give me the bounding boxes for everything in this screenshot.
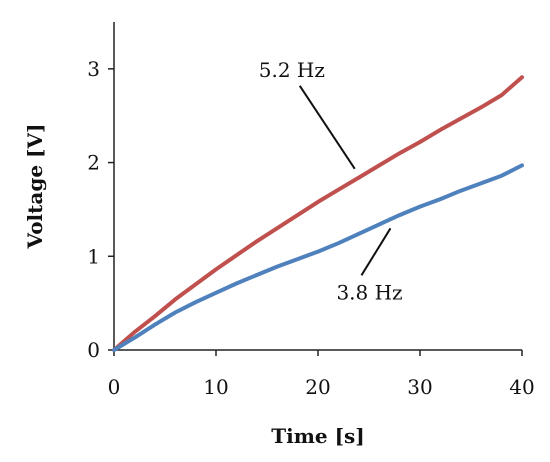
y-axis-title: Voltage [V] [23, 124, 47, 250]
x-tick-label: 30 [407, 375, 432, 399]
x-tick-label: 0 [108, 375, 121, 399]
annotation-leader-line-5-2hz [298, 85, 356, 170]
y-ticks: 0 1 2 3 [87, 57, 114, 362]
y-tick-label: 0 [87, 338, 100, 362]
annotation-layer: 5.2 Hz 3.8 Hz [259, 58, 403, 305]
annotation-leader-line-3-8hz [360, 227, 392, 276]
x-tick-label: 20 [305, 375, 330, 399]
x-tick-label: 40 [509, 375, 534, 399]
x-tick-label: 10 [203, 375, 228, 399]
annotation-label-5-2hz: 5.2 Hz [259, 58, 325, 82]
x-axis-title: Time [s] [271, 424, 365, 448]
series-layer [112, 75, 524, 352]
plot-area: 0 1 2 3 0 10 20 30 40 5.2 Hz 3.8 Hz [87, 22, 535, 399]
annotation-label-3-8hz: 3.8 Hz [336, 280, 402, 304]
y-tick-label: 1 [87, 244, 100, 268]
y-tick-label: 3 [87, 57, 100, 81]
series-line-blue [112, 163, 524, 352]
series-line-red [112, 75, 524, 352]
y-tick-label: 2 [87, 151, 100, 175]
x-ticks: 0 10 20 30 40 [108, 350, 535, 399]
